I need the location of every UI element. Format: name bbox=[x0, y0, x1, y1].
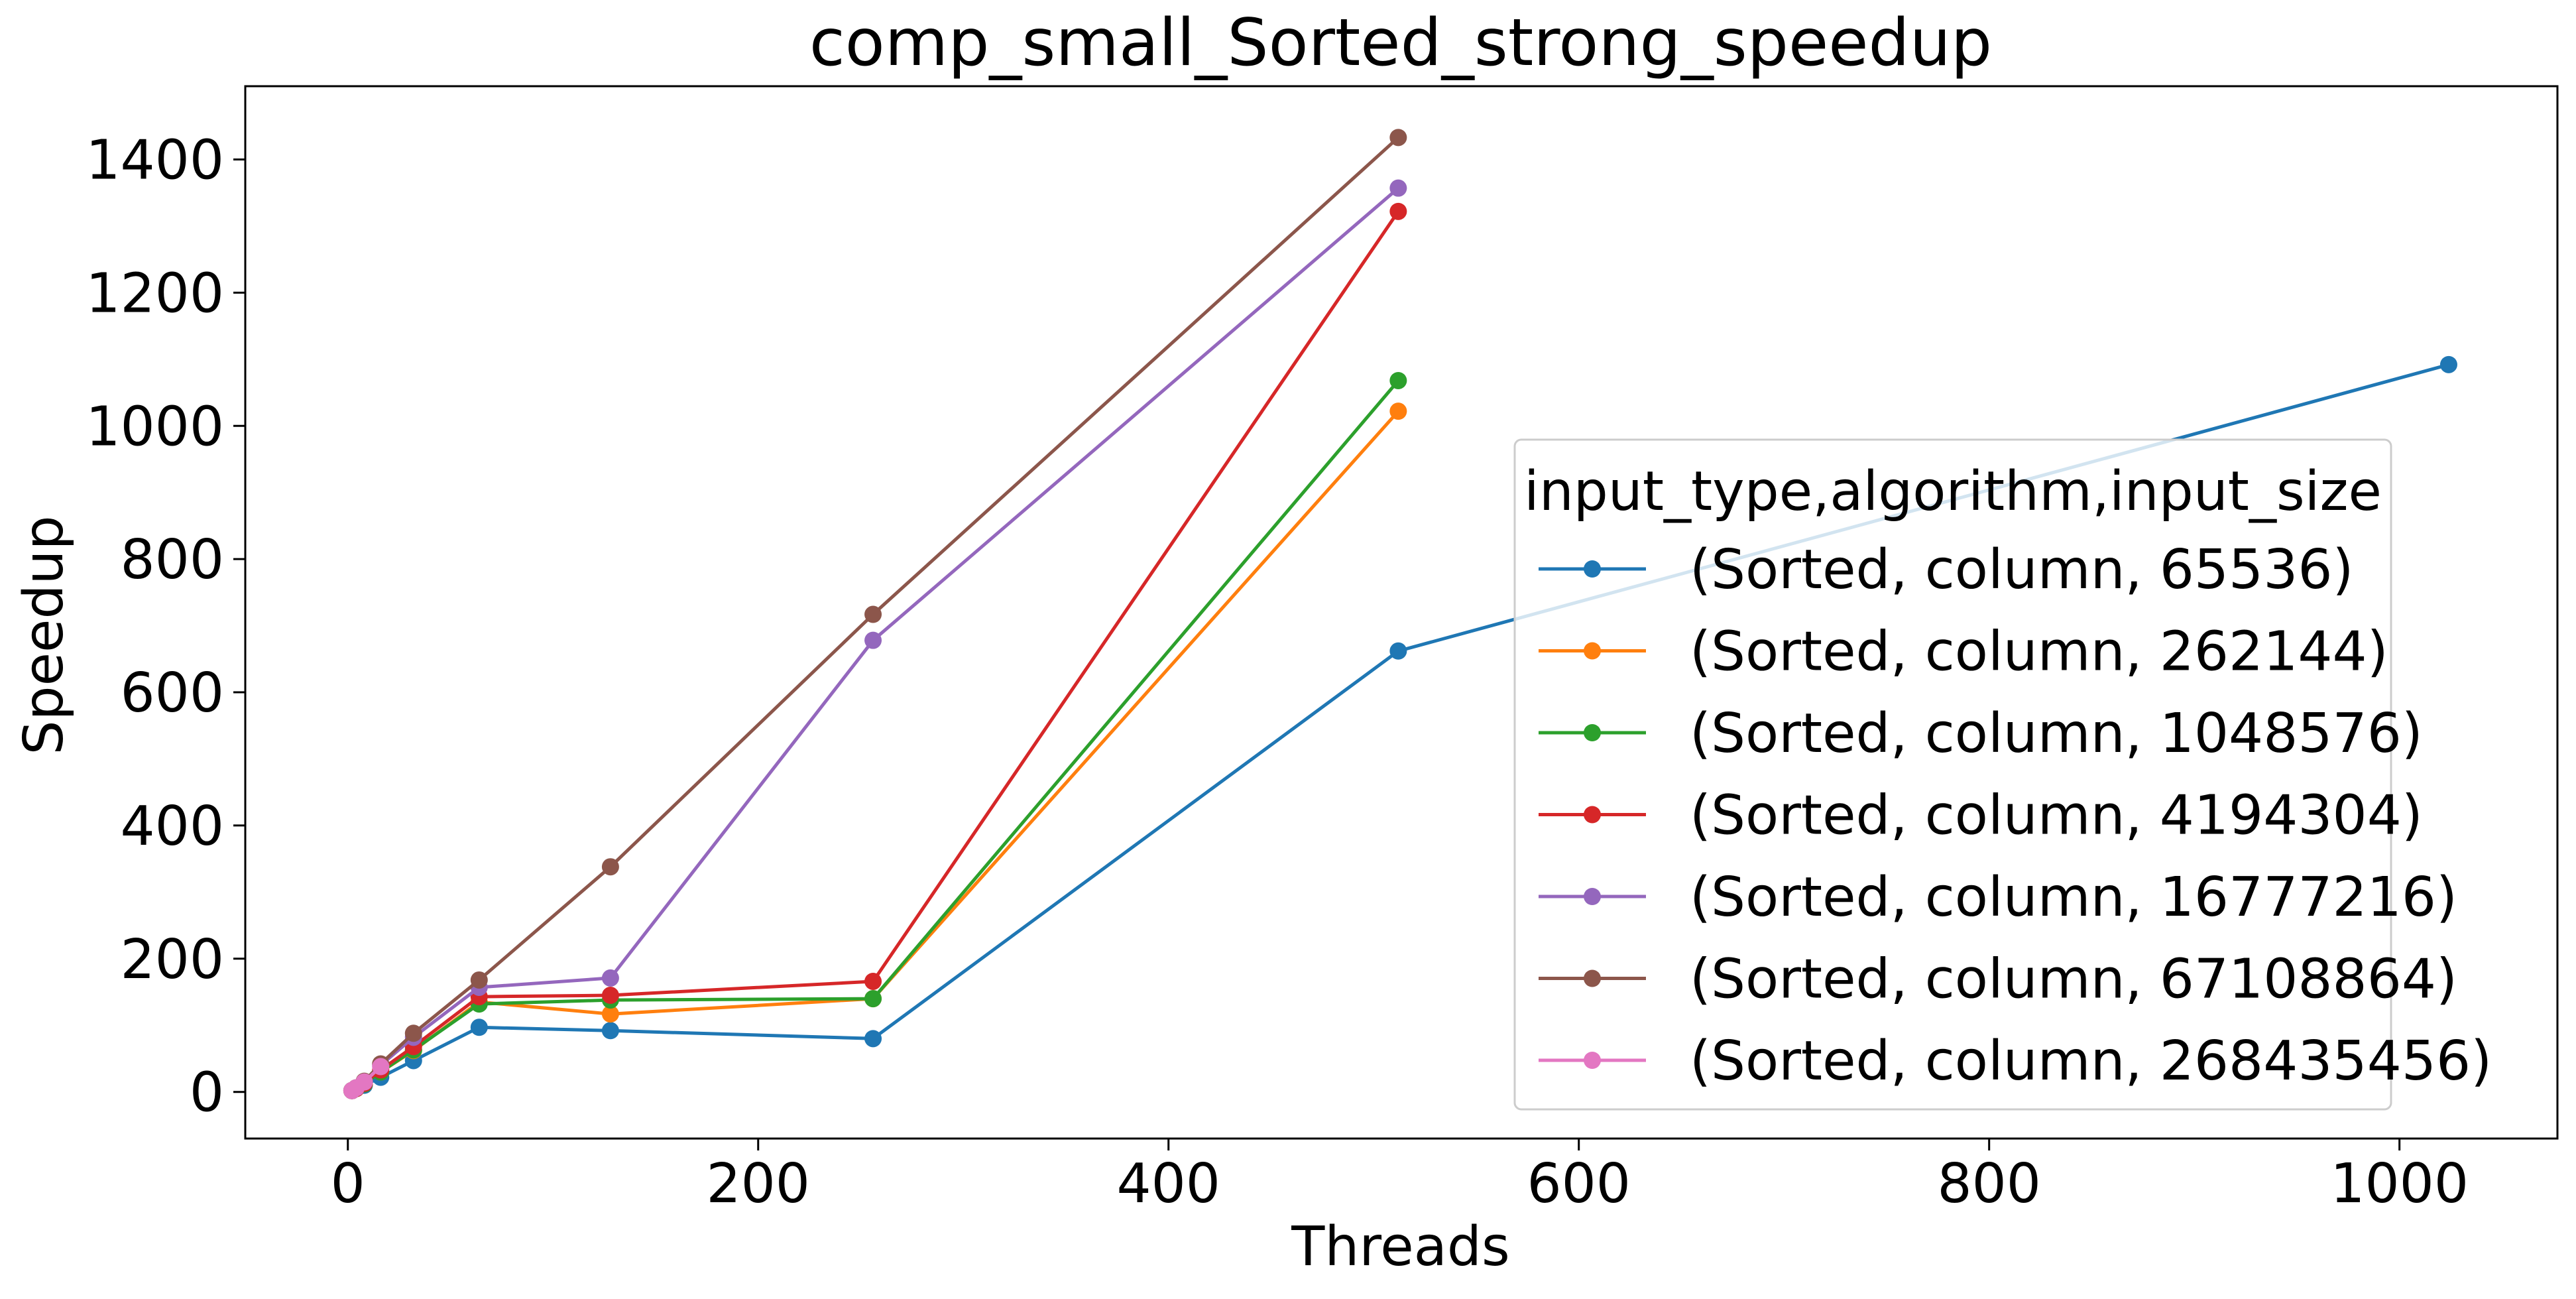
x-tick-label: 600 bbox=[1527, 1152, 1631, 1215]
data-point bbox=[1389, 179, 1407, 197]
data-point bbox=[404, 1024, 422, 1042]
legend-title: input_type,algorithm,input_size bbox=[1524, 460, 2382, 523]
x-tick-label: 200 bbox=[706, 1152, 810, 1215]
data-point bbox=[864, 990, 882, 1008]
plot-frame bbox=[244, 85, 2559, 1140]
legend-label: (Sorted, column, 65536) bbox=[1690, 538, 2354, 601]
legend-marker bbox=[1584, 888, 1601, 905]
y-tick-label: 1200 bbox=[86, 262, 224, 325]
data-point bbox=[1389, 129, 1407, 147]
legend-label: (Sorted, column, 262144) bbox=[1690, 621, 2388, 684]
data-point bbox=[864, 631, 882, 649]
y-tick-label: 400 bbox=[120, 795, 224, 858]
y-tick-label: 0 bbox=[190, 1062, 224, 1125]
y-tick-label: 800 bbox=[120, 528, 224, 591]
data-point bbox=[601, 969, 619, 987]
series-group bbox=[343, 371, 1407, 1099]
x-tick-label: 400 bbox=[1116, 1152, 1220, 1215]
data-point bbox=[1389, 371, 1407, 389]
legend-label: (Sorted, column, 268435456) bbox=[1690, 1030, 2492, 1093]
axis-ticks: 0 200 400 600 800 1000 0 200 400 600 800 1000 1200 14… bbox=[86, 129, 2469, 1215]
data-point bbox=[1389, 642, 1407, 660]
legend: input_type,algorithm,input_size (Sorted,… bbox=[1513, 438, 2492, 1111]
data-point bbox=[864, 1030, 882, 1048]
data-point bbox=[470, 1019, 488, 1036]
plot-series bbox=[343, 129, 2457, 1099]
legend-entry: (Sorted, column, 16777216) bbox=[1539, 866, 2457, 929]
data-point bbox=[470, 971, 488, 989]
legend-entry: (Sorted, column, 262144) bbox=[1539, 621, 2388, 684]
data-point bbox=[2439, 355, 2457, 373]
data-point bbox=[601, 858, 619, 876]
legend-label: (Sorted, column, 1048576) bbox=[1690, 702, 2423, 765]
legend-entry: (Sorted, column, 268435456) bbox=[1539, 1030, 2492, 1093]
data-point bbox=[1389, 402, 1407, 420]
legend-label: (Sorted, column, 16777216) bbox=[1690, 866, 2457, 929]
x-tick-label: 1000 bbox=[2330, 1152, 2469, 1215]
legend-entry: (Sorted, column, 4194304) bbox=[1539, 784, 2423, 847]
series-group bbox=[343, 1058, 390, 1099]
series-group bbox=[343, 202, 1407, 1099]
legend-label: (Sorted, column, 4194304) bbox=[1690, 784, 2423, 847]
data-point bbox=[1389, 202, 1407, 220]
data-point bbox=[864, 972, 882, 990]
data-point bbox=[355, 1073, 373, 1091]
data-point bbox=[601, 987, 619, 1005]
legend-entry: (Sorted, column, 67108864) bbox=[1539, 948, 2457, 1011]
legend-entry: (Sorted, column, 65536) bbox=[1539, 538, 2354, 601]
y-tick-label: 600 bbox=[120, 662, 224, 725]
legend-marker bbox=[1584, 806, 1601, 824]
legend-label: (Sorted, column, 67108864) bbox=[1690, 948, 2457, 1011]
legend-marker bbox=[1584, 642, 1601, 660]
legend-marker bbox=[1584, 724, 1601, 741]
y-tick-label: 200 bbox=[120, 928, 224, 991]
legend-box bbox=[1513, 438, 2392, 1111]
y-tick-label: 1000 bbox=[86, 395, 224, 458]
x-axis-label: Threads bbox=[1291, 1215, 1509, 1278]
data-point bbox=[601, 1005, 619, 1023]
data-point bbox=[864, 605, 882, 623]
y-tick-label: 1400 bbox=[86, 129, 224, 192]
series-line bbox=[351, 210, 1400, 1092]
x-tick-label: 0 bbox=[331, 1152, 365, 1215]
data-point bbox=[372, 1058, 390, 1076]
legend-marker bbox=[1584, 560, 1601, 578]
y-axis-label: Speedup bbox=[13, 515, 76, 755]
series-group bbox=[343, 129, 1407, 1099]
x-tick-label: 800 bbox=[1937, 1152, 2041, 1215]
legend-entry: (Sorted, column, 1048576) bbox=[1539, 702, 2423, 765]
legend-marker bbox=[1584, 969, 1601, 987]
chart-title: comp_small_Sorted_strong_speedup bbox=[809, 5, 1992, 81]
legend-marker bbox=[1584, 1052, 1601, 1069]
data-point bbox=[601, 1022, 619, 1040]
